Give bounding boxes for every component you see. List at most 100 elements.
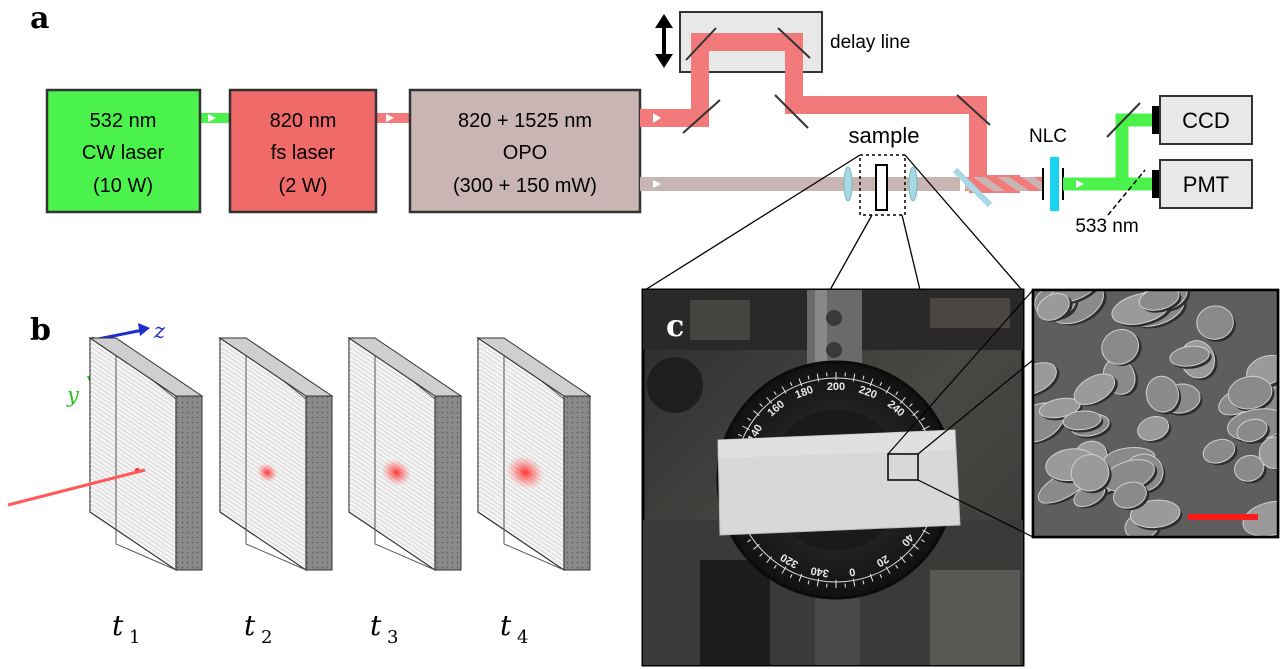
panel-label-b: b [30,313,51,348]
sem-flake [1196,305,1234,340]
dial-number: 200 [827,381,845,393]
sem-flake [1033,362,1057,396]
sem-image [1031,288,1280,539]
incident-beam [7,468,146,507]
dial-tick [816,373,820,382]
combined-beam [965,177,1043,191]
double-arrow-icon [655,14,673,68]
dial-tick [766,396,773,404]
sem-flake [1145,375,1179,413]
zoom-line [917,479,1034,538]
fs-laser-type: fs laser [271,142,336,164]
time-label-4: t [500,609,512,642]
dial-number: 180 [794,384,815,402]
cw-laser-power: (10 W) [93,175,153,197]
time-label-subscript: 1 [129,627,140,648]
beam-arrow-icon [386,114,394,122]
sem-flake [1112,481,1147,509]
opo-box: 820 + 1525 nm OPO (300 + 150 mW) [408,88,642,214]
dial-tick [798,378,803,387]
dial-tick [922,529,930,535]
time-label-2: t [244,609,256,642]
dial-tick [816,578,820,587]
dial-tick [852,578,856,587]
sem-flake [1236,418,1268,443]
beam-splitter [952,167,993,208]
sem-flake [1242,501,1278,537]
dial-tick [879,381,883,386]
zoom-line [887,289,1034,455]
sem-flake [1073,373,1116,406]
dial-number: 20 [874,552,891,569]
dial-tick [781,386,787,394]
sem-flake [1101,329,1140,365]
excitation-spot [256,463,278,483]
fs-laser-box: 820 nm fs laser (2 W) [228,88,378,214]
sem-flake [1227,375,1273,410]
panel-label-a: a [30,1,49,36]
dial-tick [885,566,891,574]
sem-flake [1070,454,1110,492]
dial-tick [920,539,925,543]
dial-tick [747,539,752,543]
dial-tick [895,564,899,569]
sem-flake [1036,293,1070,321]
slab-2 [218,336,334,572]
slab-1 [88,336,204,572]
lens [843,166,853,202]
time-label-subscript: 4 [517,627,528,648]
cw-laser-box: 532 nm CW laser (10 W) [45,88,202,214]
slab-group [88,336,592,572]
dial-tick [742,425,750,431]
ccd-detector: CCD [1152,95,1253,145]
nlc-crystal [1050,157,1059,211]
fs-laser-power: (2 W) [279,175,328,197]
pmt-detector: PMT [1152,159,1253,209]
dial-tick [747,417,752,421]
dial-tick [752,543,760,550]
dial-tick [773,391,777,396]
time-label-subscript: 2 [261,627,272,648]
mirror [777,27,811,59]
nlc-label: NLC [1029,126,1067,147]
time-label-3: t [370,609,382,642]
sem-flake [1062,410,1102,431]
dial-number: 220 [857,384,878,402]
sem-flake [1138,290,1180,311]
sample-photo: 1401601802002202406040200340320 c [641,288,1025,667]
dial-tick [899,556,906,564]
dial-tick [789,574,793,579]
mirror [1106,102,1141,138]
dial-tick [909,403,913,407]
zoom-line [904,154,1023,291]
sem-flake [1137,416,1170,441]
dial-number: 340 [810,564,830,579]
dial-tick [895,391,899,396]
beam-arrow-icon [653,180,661,188]
lens [908,166,918,202]
mirror [682,99,721,134]
zoom-line [901,214,921,291]
mirror [956,94,991,126]
opo-wavelength: 820 + 1525 nm [458,110,592,132]
pmt-label: PMT [1183,172,1229,197]
wavelength-label: 533 nm [1075,216,1138,237]
dial-number: 0 [848,565,856,578]
zoom-line [917,359,1034,455]
red-beam-path [640,33,1020,193]
sem-flake [1202,438,1236,464]
dial-tick [798,573,803,582]
mirror [685,27,717,61]
dial-tick [737,433,742,437]
dial-tick [759,553,763,557]
zoom-line [644,154,861,291]
dial-tick [862,375,865,380]
dichroic-filter [1107,169,1146,216]
dial-tick [781,566,787,574]
dial-tick [912,410,920,417]
opo-power: (300 + 150 mW) [453,175,597,197]
dial-tick [789,381,793,386]
dial-tick [807,375,810,380]
slab-3 [347,336,463,572]
